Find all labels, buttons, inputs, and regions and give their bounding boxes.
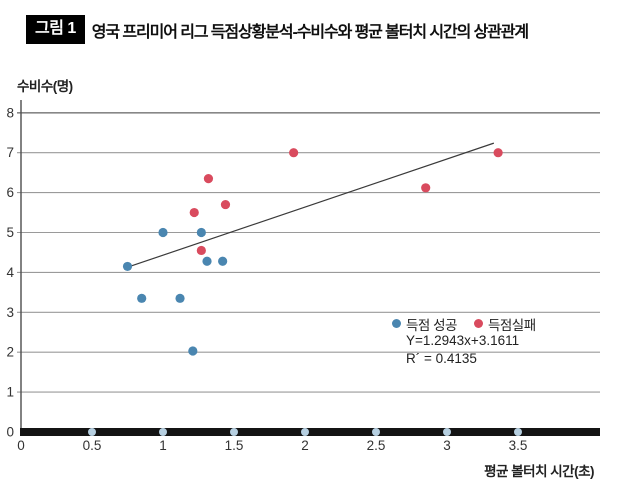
scatter-point-fail: [196, 245, 206, 256]
legend-item-fail: 득점실패: [473, 314, 536, 334]
r-squared-value: R´ = 0.4135: [406, 351, 477, 366]
regression-equation: Y=1.2943x+3.1611: [406, 333, 520, 348]
legend: 득점 성공 득점실패 Y=1.2943x+3.1611 R´ = 0.4135: [392, 315, 536, 368]
scatter-point-success: [137, 293, 147, 303]
figure-label-badge: 그림 1: [26, 15, 85, 44]
scatter-point-success: [122, 261, 133, 272]
legend-label-success: 득점 성공: [406, 317, 457, 333]
y-tick-label: 1: [6, 385, 14, 400]
x-tick-label: 3: [443, 438, 451, 453]
y-axis-label: 수비수(명): [17, 79, 73, 94]
legend-dot-success-icon: [392, 319, 401, 328]
x-axis-bar: [20, 428, 600, 436]
y-tick-label: 6: [6, 185, 14, 200]
x-axis-label: 평균 볼터치 시간(초): [484, 464, 594, 479]
axis-marker-dot: [230, 428, 238, 436]
scatter-point-success: [218, 256, 228, 266]
axis-marker-dot: [301, 428, 309, 436]
x-tick-label: 3.5: [509, 438, 528, 453]
legend-item-success: 득점 성공: [392, 314, 457, 334]
x-tick-label: 1: [159, 438, 167, 453]
axis-marker-dot: [443, 428, 451, 436]
figure-title: 영국 프리미어 리그 득점상황분석-수비수와 평균 볼터치 시간의 상관관계: [91, 23, 529, 41]
legend-row: 득점 성공 득점실패: [392, 314, 536, 334]
y-tick-label: 0: [6, 425, 14, 440]
scatter-point-fail: [220, 199, 231, 210]
y-tick-label: 3: [6, 305, 14, 320]
x-tick-label: 2: [301, 438, 309, 453]
legend-dot-fail-icon: [473, 319, 483, 328]
scatter-point-fail: [203, 174, 214, 184]
x-tick-label: 0.5: [83, 438, 102, 453]
y-tick-label: 7: [6, 145, 14, 160]
scatter-point-fail: [289, 148, 299, 158]
legend-label-fail: 득점실패: [487, 317, 536, 333]
scatter-point-fail: [493, 148, 503, 158]
x-tick-label: 2.5: [367, 438, 386, 453]
y-tick-label: 2: [6, 345, 14, 360]
scatter-point-success: [202, 256, 212, 266]
axis-marker-dot: [514, 428, 522, 436]
y-tick-label: 8: [6, 105, 14, 120]
axis-marker-dot: [88, 428, 96, 436]
scatter-point-success: [158, 227, 168, 238]
scatter-point-success: [196, 227, 206, 238]
x-tick-label: 1.5: [225, 438, 244, 453]
scatter-point-success: [188, 346, 198, 356]
scatter-point-fail: [189, 207, 199, 218]
axis-marker-dot: [372, 428, 380, 436]
y-tick-label: 4: [6, 265, 14, 280]
figure-header: 그림 1 영국 프리미어 리그 득점상황분석-수비수와 평균 볼터치 시간의 상…: [26, 15, 529, 44]
axis-marker-dot: [159, 428, 167, 436]
trend-line: [127, 142, 495, 268]
scatter-point-fail: [421, 183, 431, 193]
x-tick-label: 0: [17, 438, 25, 453]
y-tick-label: 5: [6, 225, 14, 240]
scatter-point-success: [175, 293, 185, 303]
